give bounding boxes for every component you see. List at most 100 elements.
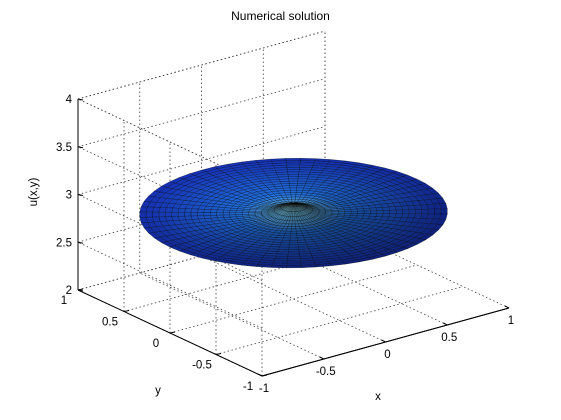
surface-patch <box>171 207 180 213</box>
surface-patch <box>222 209 231 213</box>
surface-patch <box>369 213 378 217</box>
surface-patch <box>283 190 291 193</box>
surface-patch <box>235 210 243 213</box>
surface-patch <box>296 190 304 193</box>
surface-patch <box>292 211 295 217</box>
surface-patch <box>401 205 410 211</box>
surface-patch <box>297 176 309 180</box>
surface-patch <box>287 171 300 175</box>
surface-patch <box>139 211 147 218</box>
surface-patch <box>290 235 298 239</box>
surface-patch <box>402 209 410 214</box>
surface-patch <box>184 212 192 217</box>
back-wall-grid-line <box>77 126 326 195</box>
surface-patch <box>255 209 263 212</box>
surface-patch <box>350 208 358 212</box>
surface-patch <box>283 233 291 237</box>
surface-patch <box>427 208 435 215</box>
surface-patch <box>440 208 448 215</box>
z-tick-mark <box>77 289 84 292</box>
surface-patch <box>290 192 297 195</box>
z-tick-label: 3 <box>66 190 72 202</box>
surface-patch <box>337 209 346 212</box>
surface-patch <box>190 212 198 217</box>
surface-patch <box>351 211 358 214</box>
surface-patch <box>296 185 305 189</box>
surface-patch <box>190 215 199 220</box>
back-wall-grid-line <box>77 78 326 148</box>
y-axis-label: y <box>155 385 161 397</box>
surface-patch <box>286 226 292 230</box>
surface-patch <box>281 240 291 243</box>
floor-grid-line <box>169 264 418 334</box>
surface-patch <box>294 223 300 227</box>
surface-patch <box>287 256 301 259</box>
surface-patch <box>290 231 297 234</box>
surface-patch <box>290 190 297 193</box>
surface-patch <box>375 207 384 211</box>
surface-patch <box>292 206 295 212</box>
surface-patch <box>165 212 172 217</box>
surface-patch <box>248 211 256 213</box>
x-tick-label: -1 <box>259 383 269 395</box>
surface-patch <box>284 231 292 234</box>
surface-patch <box>363 208 371 212</box>
surface-patch <box>184 215 193 221</box>
surface-patch <box>290 228 297 232</box>
surface-patch <box>295 230 303 234</box>
surface-patch <box>280 242 290 246</box>
x-tick-label: 1 <box>508 315 514 327</box>
surface-patch <box>299 167 313 171</box>
floor-grid-line <box>215 286 464 355</box>
surface-patch <box>222 212 230 216</box>
surface-patch <box>270 265 287 269</box>
floor-grid-line <box>201 255 386 343</box>
surface-patch <box>376 210 384 214</box>
surface-patch <box>286 265 302 269</box>
surface-patch <box>291 199 296 202</box>
z-tick-label: 2.5 <box>56 237 72 249</box>
x-tick-mark <box>257 373 263 377</box>
surface-patch <box>184 208 193 213</box>
chart-title: Numerical solution <box>231 9 330 23</box>
z-axis-label: u(x,y) <box>28 177 40 206</box>
x-tick-label: -0.5 <box>316 366 336 378</box>
surface-patch <box>171 212 179 217</box>
surface-patch <box>369 207 378 212</box>
surface-patch <box>209 209 218 213</box>
y-tick-label: -0.5 <box>192 360 212 372</box>
z-tick-label: 4 <box>66 94 73 106</box>
box-edge <box>77 98 263 186</box>
surface-patch <box>286 260 301 264</box>
surface-patch <box>290 233 297 237</box>
surface-patch <box>282 237 291 241</box>
surface-patch <box>286 164 300 168</box>
surface-patch <box>286 162 301 166</box>
z-tick-mark <box>77 241 84 244</box>
axes <box>77 98 510 377</box>
surface-patch <box>434 208 442 215</box>
x-axis-line <box>261 307 510 377</box>
floor-grid-line <box>139 272 324 360</box>
y-tick-label: 1 <box>61 295 67 307</box>
surface-patch <box>190 208 199 213</box>
surface-patch <box>229 210 237 213</box>
surface-patch <box>439 213 448 220</box>
surface-patch <box>289 242 299 246</box>
surface-patch <box>216 209 224 213</box>
surface-patch <box>383 210 390 214</box>
surface-patch <box>291 220 296 225</box>
surface-patch <box>297 180 307 184</box>
surface-patch <box>289 237 298 241</box>
surface-patch <box>288 247 300 250</box>
surface-patch <box>389 209 397 214</box>
left-wall-grid-line <box>77 146 263 234</box>
surface <box>139 158 448 269</box>
surface-patch <box>145 211 153 218</box>
surface-patch <box>388 206 397 211</box>
surface-patch <box>288 178 299 182</box>
surface-patch <box>286 167 300 170</box>
y-tick-label: 0 <box>153 338 159 350</box>
